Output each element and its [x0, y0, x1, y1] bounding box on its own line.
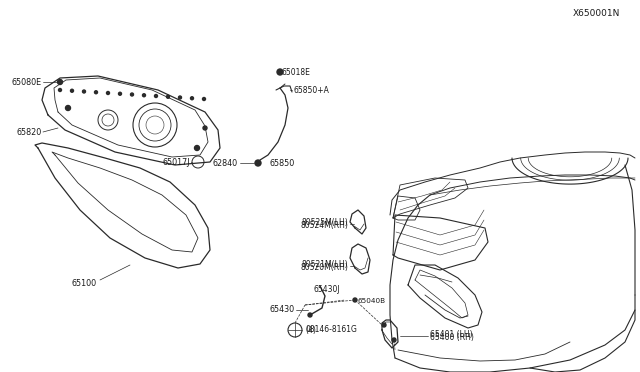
Text: 65400 (RH): 65400 (RH) — [430, 333, 474, 342]
Circle shape — [191, 97, 193, 100]
Circle shape — [154, 94, 157, 97]
Text: 80524M(RH): 80524M(RH) — [300, 221, 348, 230]
Circle shape — [353, 298, 357, 302]
Text: 65100: 65100 — [72, 279, 97, 288]
Circle shape — [202, 97, 205, 100]
Text: 80525M(LH): 80525M(LH) — [301, 218, 348, 227]
Circle shape — [95, 91, 97, 94]
Circle shape — [106, 92, 109, 94]
Circle shape — [203, 126, 207, 130]
Circle shape — [118, 92, 122, 95]
Text: 65018E: 65018E — [282, 68, 311, 77]
Text: 65850+A: 65850+A — [293, 86, 329, 94]
Circle shape — [131, 93, 134, 96]
Text: 65430: 65430 — [270, 305, 295, 314]
Circle shape — [179, 96, 182, 99]
Text: 65080E: 65080E — [12, 77, 42, 87]
Text: 08146-8161G: 08146-8161G — [305, 325, 357, 334]
Circle shape — [255, 160, 261, 166]
Circle shape — [143, 94, 145, 97]
Circle shape — [83, 90, 86, 93]
Text: 65017J: 65017J — [163, 157, 190, 167]
Text: (4): (4) — [305, 326, 316, 335]
Circle shape — [58, 89, 61, 92]
Circle shape — [70, 89, 74, 92]
Circle shape — [65, 106, 70, 110]
Circle shape — [392, 338, 396, 342]
Circle shape — [382, 323, 386, 327]
Text: 80520M(RH): 80520M(RH) — [300, 263, 348, 272]
Circle shape — [195, 145, 200, 151]
Circle shape — [166, 95, 170, 98]
Text: X650001N: X650001N — [573, 9, 620, 18]
Circle shape — [277, 69, 283, 75]
Text: 65850: 65850 — [270, 158, 295, 167]
Text: 65401 (LH): 65401 (LH) — [430, 330, 472, 339]
Text: 65040B: 65040B — [357, 298, 385, 304]
Circle shape — [308, 313, 312, 317]
Text: 62840: 62840 — [213, 158, 238, 167]
Text: 65820: 65820 — [17, 128, 42, 137]
Circle shape — [58, 80, 63, 84]
Text: 80521M(LH): 80521M(LH) — [301, 260, 348, 269]
Text: 65430J: 65430J — [313, 285, 340, 294]
